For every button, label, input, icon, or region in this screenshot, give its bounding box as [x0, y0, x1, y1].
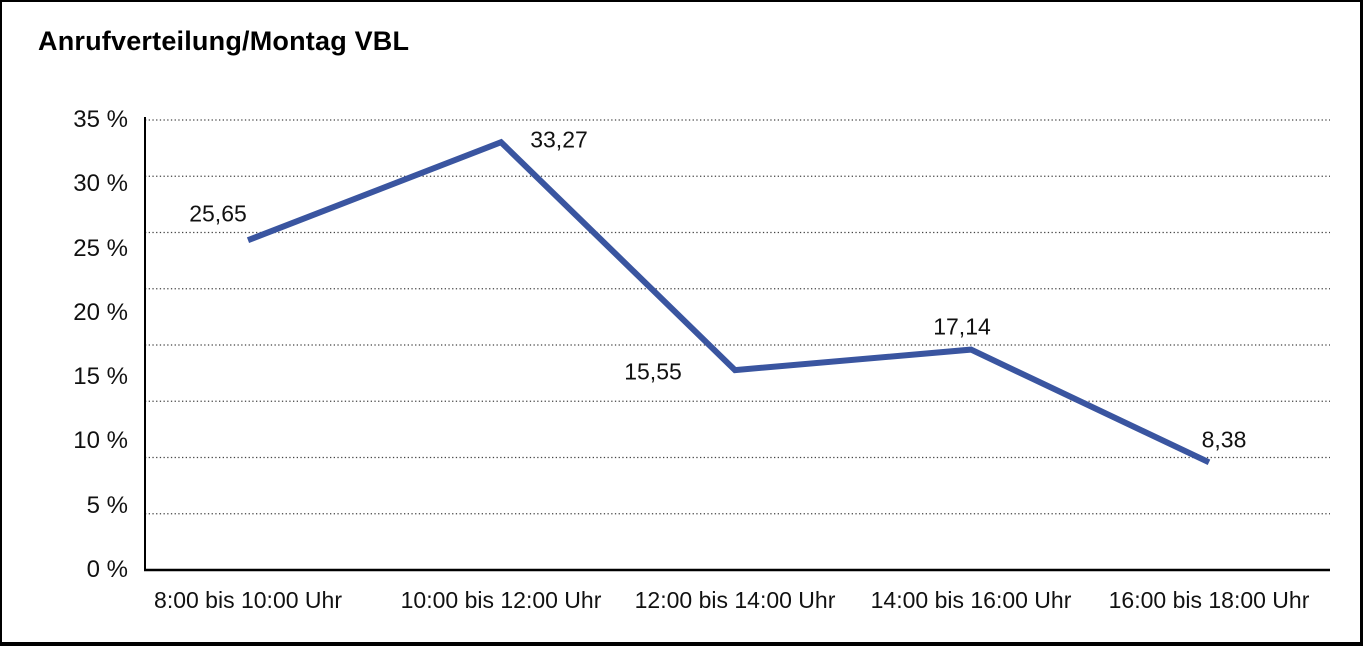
x-category-label: 16:00 bis 18:00 Uhr: [1108, 587, 1310, 613]
y-tick-label: 25 %: [73, 234, 128, 262]
x-category-label: 14:00 bis 16:00 Uhr: [870, 587, 1072, 613]
y-tick-label: 5 %: [86, 491, 128, 519]
x-category-label: 10:00 bis 12:00 Uhr: [400, 587, 602, 613]
data-point-label: 15,55: [624, 358, 682, 385]
data-point-label: 25,65: [189, 200, 247, 227]
y-tick-label: 0 %: [86, 556, 128, 583]
data-point-label: 8,38: [1201, 426, 1247, 453]
y-tick-label: 15 %: [73, 363, 128, 391]
y-tick-label: 30 %: [73, 170, 128, 198]
chart-title: Anrufverteilung/Montag VBL: [38, 26, 410, 56]
data-point-label: 17,14: [933, 313, 991, 340]
x-category-label: 12:00 bis 14:00 Uhr: [634, 587, 836, 613]
data-point-label: 33,27: [530, 126, 588, 153]
y-tick-label: 10 %: [73, 427, 128, 455]
y-tick-label: 35 %: [73, 106, 128, 133]
series-line: [246, 138, 1211, 466]
x-category-label: 8:00 bis 10:00 Uhr: [154, 587, 342, 613]
y-tick-label: 20 %: [73, 298, 128, 326]
